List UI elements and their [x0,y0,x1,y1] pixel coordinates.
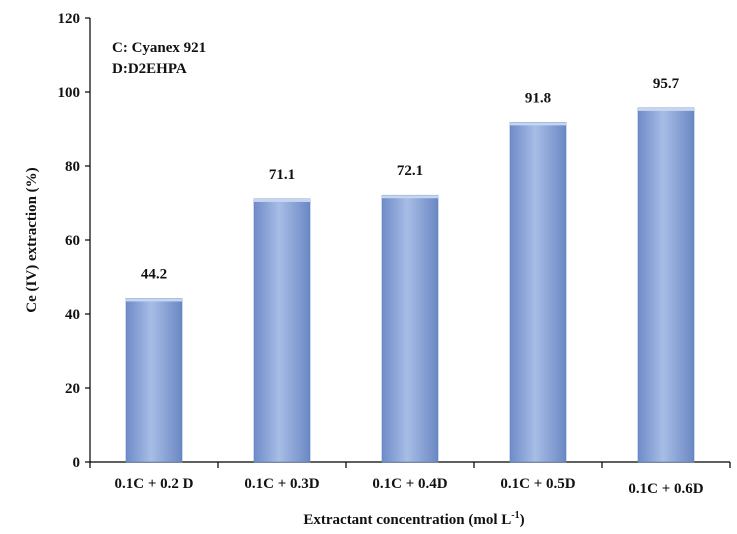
y-tick-label: 0 [73,455,81,471]
x-ticks [89,462,731,468]
x-axis-title-main: Extractant concentration (mol L [303,512,511,528]
y-tick-label: 80 [65,159,80,175]
y-tick-label: 100 [58,85,81,101]
y-ticks: 0 20 40 60 80 100 120 [58,11,90,471]
data-label: 72.1 [397,163,423,179]
x-axis-title-close: ) [520,512,525,528]
category-label: 0.1C + 0.3D [244,476,319,492]
data-label: 95.7 [653,76,680,92]
data-label: 44.2 [141,266,167,282]
y-axis-title: Ce (IV) extraction (%) [24,167,40,312]
x-axis-title: Extractant concentration (mol L-1) [303,510,524,528]
bar [509,122,567,463]
bar [253,198,311,463]
data-label: 91.8 [525,90,551,106]
bars [125,107,695,463]
annotation-d2ehpa: D:D2EHPA [112,61,187,77]
category-label: 0.1C + 0.2 D [115,476,194,492]
annotation-cyanex: C: Cyanex 921 [112,40,206,56]
y-tick-label: 40 [65,307,80,323]
bar [637,107,695,463]
bar-top-highlight [126,298,182,302]
bar-top-highlight [510,122,566,126]
category-label: 0.1C + 0.6D [628,481,703,497]
bar [125,298,183,463]
y-tick-label: 20 [65,381,80,397]
y-tick-label: 120 [58,11,81,27]
bar [381,194,439,463]
data-label: 71.1 [269,167,295,183]
category-labels: 0.1C + 0.2 D 0.1C + 0.3D 0.1C + 0.4D 0.1C +… [115,476,704,497]
category-label: 0.1C + 0.5D [500,476,575,492]
bar-top-highlight [382,195,438,199]
category-label: 0.1C + 0.4D [372,476,447,492]
bar-top-highlight [254,198,310,202]
bar-top-highlight [638,107,694,111]
data-labels: 44.2 71.1 72.1 91.8 95.7 [141,76,680,283]
x-axis-title-superscript: -1 [511,510,519,521]
y-tick-label: 60 [65,233,80,249]
